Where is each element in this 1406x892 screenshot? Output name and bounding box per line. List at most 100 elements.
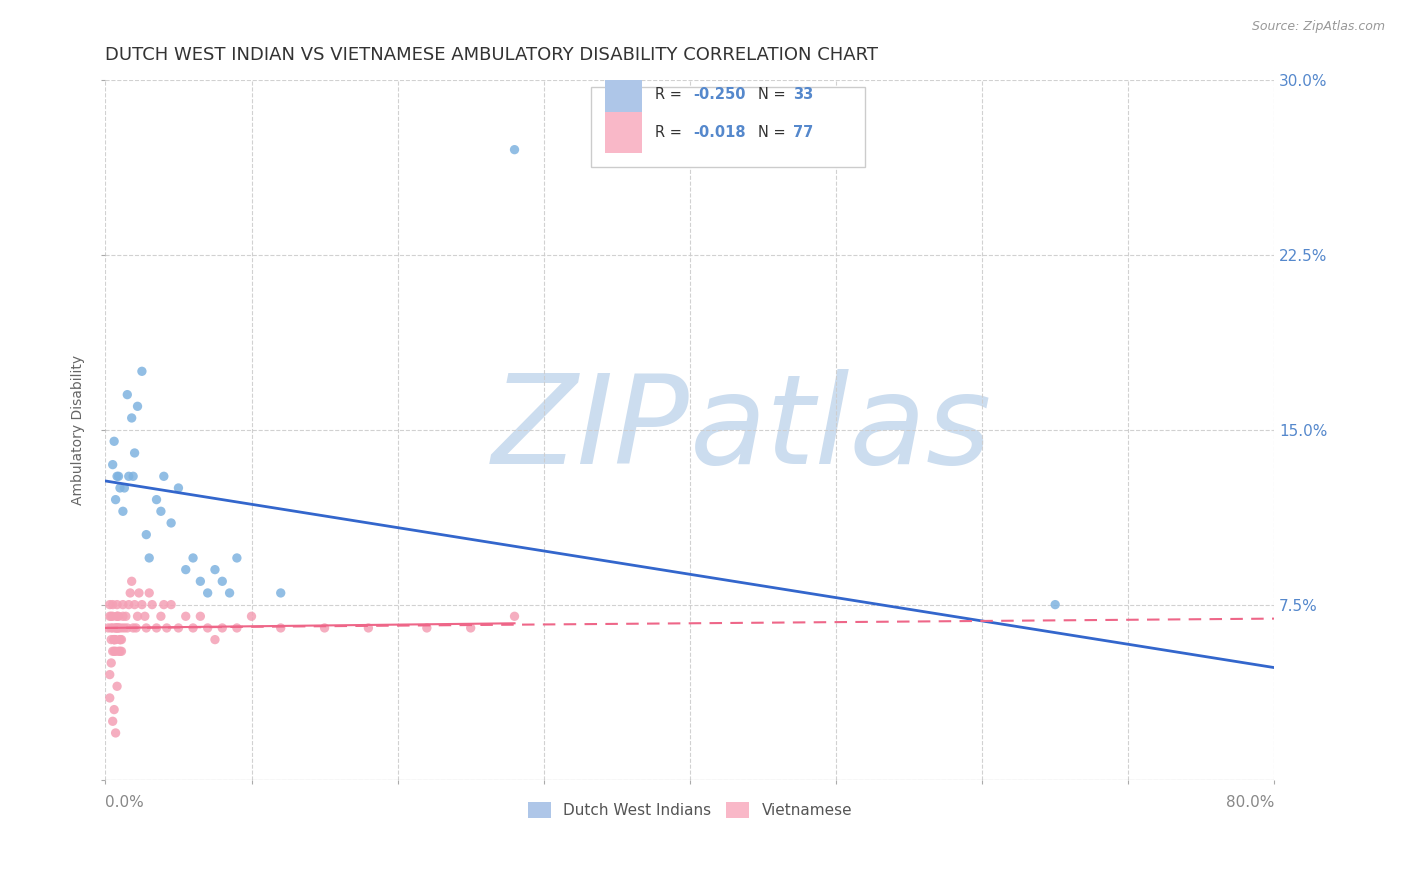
Point: [101, 458, 124, 472]
Point: [111, 609, 134, 624]
Point: [110, 621, 132, 635]
Point: [107, 621, 129, 635]
Point: [108, 632, 131, 647]
Point: [114, 609, 136, 624]
Point: [103, 632, 125, 647]
Point: [107, 621, 129, 635]
Point: [138, 586, 160, 600]
Point: [98, 598, 121, 612]
Point: [103, 632, 125, 647]
Point: [107, 469, 129, 483]
Point: [103, 703, 125, 717]
Point: [100, 609, 122, 624]
Point: [97, 621, 120, 635]
Point: [104, 644, 127, 658]
Point: [120, 586, 142, 600]
Point: [153, 598, 176, 612]
Bar: [605, 74, 643, 114]
Point: [101, 609, 124, 624]
Point: [107, 609, 129, 624]
Point: [100, 656, 122, 670]
Text: 0.0%: 0.0%: [105, 795, 145, 810]
Point: [127, 399, 149, 413]
Point: [111, 598, 134, 612]
Point: [100, 621, 122, 635]
Point: [211, 574, 233, 589]
Text: 33: 33: [793, 87, 813, 102]
Point: [145, 621, 167, 635]
Point: [101, 644, 124, 658]
Point: [118, 469, 141, 483]
Point: [204, 563, 226, 577]
Text: Source: ZipAtlas.com: Source: ZipAtlas.com: [1251, 20, 1385, 33]
Point: [141, 598, 163, 612]
Point: [174, 563, 197, 577]
Text: 80.0%: 80.0%: [1226, 795, 1274, 810]
Point: [122, 621, 145, 635]
Point: [104, 621, 127, 635]
Point: [416, 621, 439, 635]
Point: [111, 504, 134, 518]
Point: [121, 574, 143, 589]
Point: [225, 551, 247, 566]
Point: [108, 632, 131, 647]
Point: [240, 609, 263, 624]
Text: -0.250: -0.250: [693, 87, 745, 102]
Point: [105, 469, 128, 483]
Point: [460, 621, 482, 635]
Point: [122, 469, 145, 483]
Point: [135, 527, 157, 541]
Point: [110, 632, 132, 647]
Point: [145, 492, 167, 507]
Text: DUTCH WEST INDIAN VS VIETNAMESE AMBULATORY DISABILITY CORRELATION CHART: DUTCH WEST INDIAN VS VIETNAMESE AMBULATO…: [105, 46, 879, 64]
Point: [167, 621, 190, 635]
Point: [104, 492, 127, 507]
Point: [218, 586, 240, 600]
Point: [101, 598, 124, 612]
Point: [105, 679, 128, 693]
Text: 77: 77: [793, 125, 813, 140]
Point: [135, 621, 157, 635]
Text: N =: N =: [758, 87, 790, 102]
Point: [112, 621, 135, 635]
Point: [98, 690, 121, 705]
Point: [190, 574, 212, 589]
Text: R =: R =: [655, 125, 686, 140]
Point: [270, 621, 292, 635]
Legend: Dutch West Indians, Vietnamese: Dutch West Indians, Vietnamese: [522, 797, 858, 824]
Point: [125, 621, 148, 635]
Point: [104, 621, 127, 635]
Y-axis label: Ambulatory Disability: Ambulatory Disability: [72, 355, 86, 505]
Point: [124, 446, 146, 460]
Point: [357, 621, 380, 635]
Point: [108, 481, 131, 495]
Point: [105, 598, 128, 612]
Point: [105, 621, 128, 635]
Point: [270, 586, 292, 600]
Point: [149, 609, 172, 624]
Point: [118, 598, 141, 612]
Point: [211, 621, 233, 635]
Point: [156, 621, 179, 635]
Point: [314, 621, 336, 635]
Bar: [605, 112, 643, 153]
Point: [103, 434, 125, 449]
Point: [107, 644, 129, 658]
Text: R =: R =: [655, 87, 686, 102]
Point: [117, 387, 139, 401]
Point: [105, 609, 128, 624]
Point: [160, 598, 183, 612]
Point: [204, 632, 226, 647]
Point: [225, 621, 247, 635]
Point: [174, 609, 197, 624]
Point: [127, 609, 149, 624]
FancyBboxPatch shape: [591, 87, 865, 167]
Point: [98, 667, 121, 681]
Point: [131, 598, 153, 612]
Text: -0.018: -0.018: [693, 125, 747, 140]
Point: [104, 726, 127, 740]
Point: [503, 143, 526, 157]
Point: [149, 504, 172, 518]
Point: [181, 621, 204, 635]
Point: [167, 481, 190, 495]
